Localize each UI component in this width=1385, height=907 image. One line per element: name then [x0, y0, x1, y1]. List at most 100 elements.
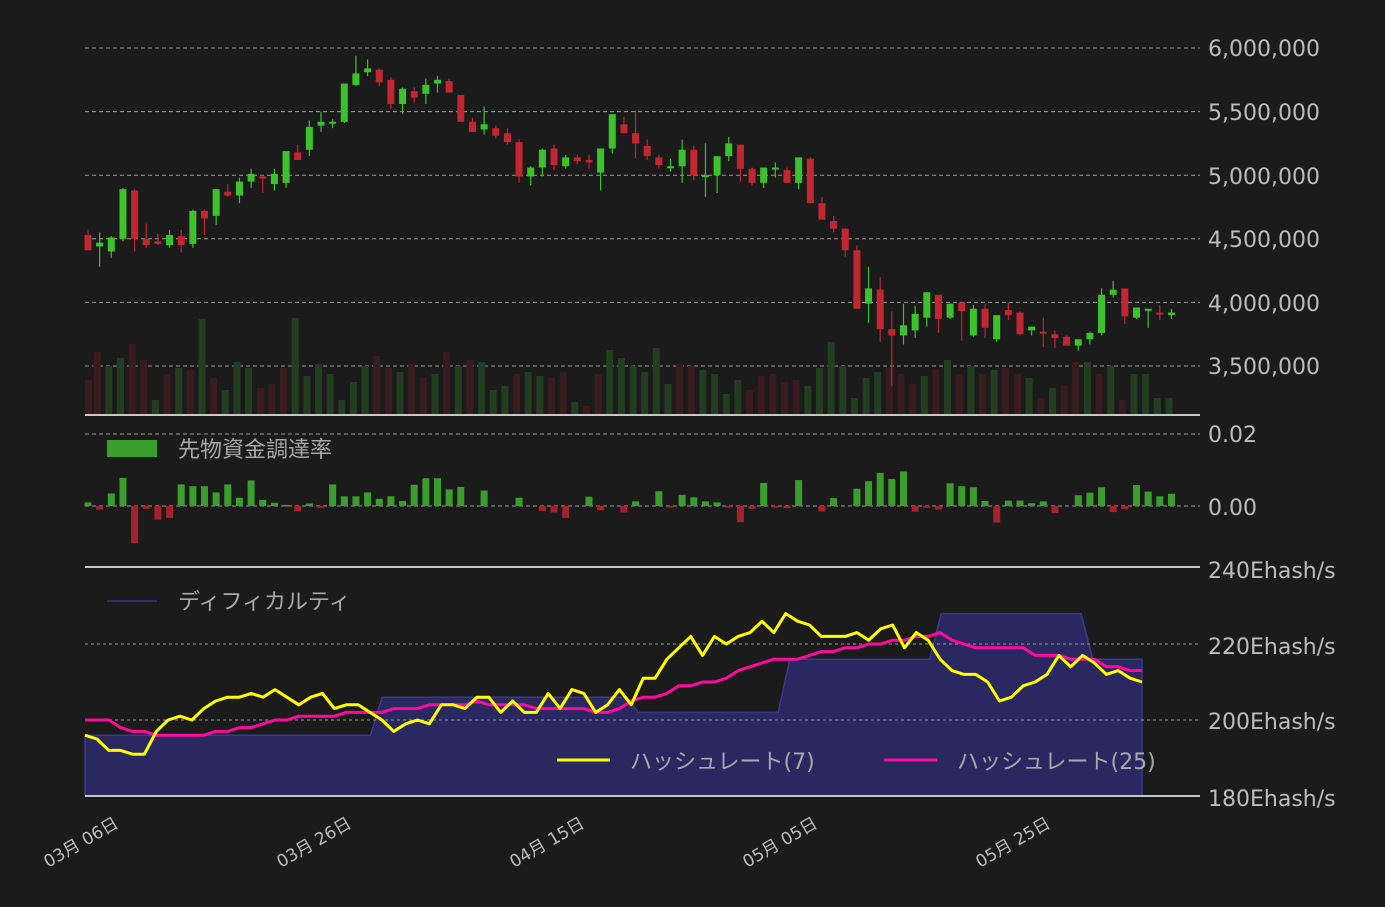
candle-body — [725, 143, 733, 157]
candle-body — [667, 166, 674, 169]
candle-body — [760, 167, 768, 183]
candle-body — [457, 95, 465, 122]
funding-bar — [387, 496, 395, 506]
funding-bar — [1028, 503, 1036, 506]
candle-body — [550, 148, 558, 166]
hash-tick: 240Ehash/s — [1208, 559, 1336, 584]
funding-bar — [713, 502, 721, 506]
candle-body — [946, 303, 954, 318]
funding-legend-label: 先物資金調達率 — [178, 438, 332, 463]
volume-bar — [93, 352, 101, 414]
volume-bar — [198, 319, 206, 414]
volume-bar — [850, 398, 858, 414]
volume-bar — [221, 390, 229, 414]
volume-bar — [280, 368, 288, 414]
funding-bar — [201, 486, 208, 506]
funding-bar — [154, 506, 162, 520]
volume-bar — [676, 364, 684, 414]
funding-bar — [212, 492, 220, 506]
funding-bar — [1074, 495, 1082, 506]
volume-bar — [140, 360, 148, 414]
volume-bar — [1165, 398, 1173, 414]
hash-tick: 200Ehash/s — [1208, 710, 1336, 735]
candle-body — [632, 133, 640, 144]
volume-bar — [909, 384, 917, 414]
candle-body — [608, 114, 616, 149]
candle-body — [748, 168, 756, 183]
volume-bar — [536, 376, 544, 414]
price-pane[interactable] — [84, 47, 1201, 416]
hashrate-7-line — [84, 612, 1143, 756]
hashrate-pane[interactable]: ディフィカルティ ハッシュレート(7) ハッシュレート(25) — [84, 590, 1200, 797]
funding-bar — [783, 506, 791, 509]
candle-body — [375, 69, 383, 83]
volume-bar — [1037, 398, 1045, 414]
funding-legend-swatch — [107, 440, 157, 457]
funding-bar — [131, 506, 139, 544]
volume-bar — [932, 370, 940, 414]
volume-bar — [839, 366, 847, 414]
hash-tick: 180Ehash/s — [1208, 787, 1336, 812]
funding-bars — [84, 471, 1175, 544]
funding-bar — [934, 506, 942, 510]
hashrate-25-legend-label: ハッシュレート(25) — [957, 750, 1156, 775]
funding-axis: 0.02 0.00 — [1208, 423, 1257, 521]
candle-body — [597, 148, 605, 173]
funding-bar — [701, 501, 709, 506]
funding-bar — [725, 506, 733, 508]
price-grid — [85, 47, 1200, 367]
candle-body — [1167, 312, 1175, 316]
volume-bar — [1142, 374, 1150, 414]
volume-bar — [862, 378, 870, 414]
volume-bar — [874, 372, 882, 414]
volume-bar — [256, 388, 264, 414]
funding-rate-pane[interactable]: 先物資金調達率 — [84, 433, 1201, 568]
candle-body — [958, 302, 966, 312]
candle-body — [690, 149, 698, 176]
volume-bar — [443, 352, 451, 414]
volume-bar — [548, 378, 555, 414]
funding-bar — [224, 484, 232, 506]
funding-bar — [690, 497, 698, 506]
volume-bar — [629, 366, 637, 414]
volume-bar — [466, 360, 474, 414]
candle-body — [900, 325, 907, 336]
funding-bar — [818, 506, 826, 512]
funding-bar — [399, 500, 407, 506]
volume-bar — [151, 400, 159, 414]
volume-bar — [641, 372, 649, 414]
candle-body — [503, 133, 511, 143]
hashrate-25-line — [85, 631, 1142, 737]
volume-bar — [699, 370, 707, 414]
price-tick: 5,500,000 — [1208, 101, 1320, 126]
funding-bar — [632, 501, 640, 506]
candle-body — [736, 144, 744, 169]
candle-body — [387, 79, 395, 104]
volume-bar — [781, 382, 788, 414]
candle-body — [235, 181, 243, 196]
candle-body — [795, 157, 803, 183]
funding-bar — [1051, 506, 1059, 514]
volume-bar — [1060, 386, 1068, 414]
funding-bar — [981, 500, 989, 506]
funding-bar — [352, 496, 360, 506]
funding-bar — [678, 494, 686, 506]
candle-body — [317, 121, 325, 126]
funding-bar — [259, 499, 267, 506]
volume-bar — [361, 366, 369, 414]
price-tick: 4,000,000 — [1208, 292, 1320, 317]
funding-bar — [655, 491, 663, 506]
candle-body — [818, 203, 826, 220]
volume-bar — [303, 376, 311, 414]
candle-body — [142, 238, 150, 246]
candle-body — [468, 121, 476, 132]
funding-bar — [853, 488, 861, 506]
funding-bar — [1004, 500, 1012, 506]
candle-body — [853, 250, 861, 309]
funding-bar — [480, 490, 488, 506]
volume-bar — [722, 394, 730, 414]
candle-body — [154, 241, 162, 244]
candle-body — [527, 167, 535, 177]
volume-bar — [944, 360, 952, 414]
candle-body — [562, 157, 570, 167]
